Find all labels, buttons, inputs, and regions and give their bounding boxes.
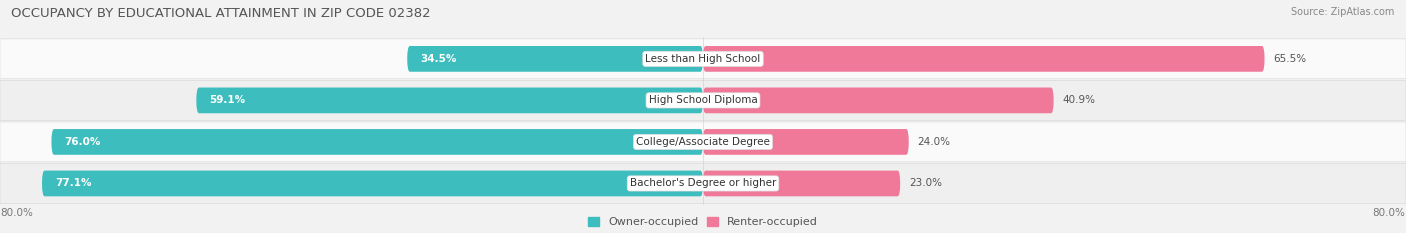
FancyBboxPatch shape (408, 46, 703, 72)
Text: 59.1%: 59.1% (209, 95, 245, 105)
FancyBboxPatch shape (703, 171, 900, 196)
FancyBboxPatch shape (0, 80, 1406, 120)
FancyBboxPatch shape (0, 39, 1406, 79)
Text: 65.5%: 65.5% (1272, 54, 1306, 64)
FancyBboxPatch shape (703, 88, 1053, 113)
FancyBboxPatch shape (42, 171, 703, 196)
Text: 76.0%: 76.0% (65, 137, 101, 147)
Text: 34.5%: 34.5% (420, 54, 457, 64)
Text: Less than High School: Less than High School (645, 54, 761, 64)
Text: OCCUPANCY BY EDUCATIONAL ATTAINMENT IN ZIP CODE 02382: OCCUPANCY BY EDUCATIONAL ATTAINMENT IN Z… (11, 7, 430, 20)
Text: 77.1%: 77.1% (55, 178, 91, 188)
Text: 24.0%: 24.0% (917, 137, 950, 147)
FancyBboxPatch shape (0, 164, 1406, 203)
FancyBboxPatch shape (197, 88, 703, 113)
FancyBboxPatch shape (703, 46, 1264, 72)
Text: 23.0%: 23.0% (908, 178, 942, 188)
Text: High School Diploma: High School Diploma (648, 95, 758, 105)
Text: 40.9%: 40.9% (1062, 95, 1095, 105)
FancyBboxPatch shape (703, 129, 908, 155)
Text: Source: ZipAtlas.com: Source: ZipAtlas.com (1291, 7, 1395, 17)
FancyBboxPatch shape (52, 129, 703, 155)
Text: College/Associate Degree: College/Associate Degree (636, 137, 770, 147)
Legend: Owner-occupied, Renter-occupied: Owner-occupied, Renter-occupied (588, 217, 818, 227)
FancyBboxPatch shape (0, 122, 1406, 162)
Text: Bachelor's Degree or higher: Bachelor's Degree or higher (630, 178, 776, 188)
